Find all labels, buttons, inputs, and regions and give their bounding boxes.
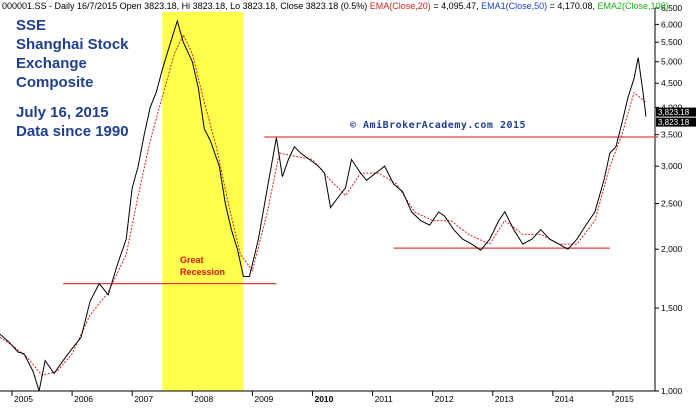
y-tick-label: 2,000 (661, 244, 683, 254)
y-tick-label: 4,000 (661, 102, 683, 112)
x-tick-label: 2009 (254, 394, 273, 404)
date-caption: July 16, 2015 Data since 1990 (16, 103, 129, 141)
x-tick-label: 2007 (134, 394, 153, 404)
y-tick-label: 3,500 (661, 130, 683, 140)
date-line: July 16, 2015 (16, 104, 109, 121)
date-line: Data since 1990 (16, 123, 129, 140)
chart-title: SSE Shanghai Stock Exchange Composite (16, 16, 129, 92)
last-price-labels: 3,823.183,823.18 (656, 107, 696, 127)
x-tick-label: 2013 (495, 394, 514, 404)
x-tick-label: 2012 (435, 394, 454, 404)
x-tick-label: 2008 (194, 394, 213, 404)
last-price-box (656, 107, 696, 117)
ema100-label: EMA2(Close,100) (597, 1, 669, 11)
last-price-box (656, 117, 696, 127)
x-tick-label: 2010 (314, 394, 333, 404)
x-tick-label: 2011 (375, 394, 394, 404)
x-tick-label: 2015 (615, 394, 634, 404)
series-price-line (0, 19, 647, 392)
title-line: Composite (16, 74, 94, 91)
chart-header: 000001.SS - Daily 16/7/2015 Open 3823.18… (2, 1, 669, 11)
y-tick-label: 5,500 (661, 37, 683, 47)
y-tick-label: 2,500 (661, 199, 683, 209)
x-tick-label: 2006 (74, 394, 93, 404)
chart-grid (0, 8, 656, 392)
y-tick-label: 4,500 (661, 78, 683, 88)
title-line: Exchange (16, 55, 87, 72)
watermark: © AmiBrokerAcademy.com 2015 (350, 120, 527, 131)
last-price-label: 3,823.18 (658, 108, 690, 117)
series-ema-line (0, 33, 647, 376)
great-recession-annotation: Great Recession (180, 254, 225, 278)
y-tick-label: 5,000 (661, 57, 683, 67)
support-lines (63, 136, 659, 285)
title-line: SSE (16, 17, 47, 34)
highlight-band (162, 12, 244, 391)
ema20-value: = 4,095.47, (430, 1, 479, 11)
y-tick-label: 1,000 (661, 386, 683, 396)
ema20-label: EMA(Close,20) (369, 1, 431, 11)
annotation-line: Great (180, 255, 204, 265)
x-tick-label: 2005 (14, 394, 33, 404)
y-axis: 6,500 6,000 5,500 5,000 4,500 4,000 3,500 3,000… (655, 3, 683, 396)
y-tick-label: 6,500 (661, 3, 683, 13)
y-tick-label: 3,000 (661, 161, 683, 171)
annotation-line: Recession (180, 267, 226, 277)
last-price-label: 3,823.18 (658, 118, 690, 127)
x-tick-label: 2014 (555, 394, 574, 404)
x-axis: 2005 2006 2007 2008 2009 2010 2011 2012 2013 2014… (11, 391, 634, 404)
y-tick-label: 6,000 (661, 19, 683, 29)
title-line: Shanghai Stock (16, 36, 129, 53)
ticker-line: 000001.SS - Daily 16/7/2015 Open 3823.18… (2, 1, 368, 11)
y-tick-label: 1,500 (661, 303, 683, 313)
ema50-value: = 4,170.08, (547, 1, 595, 11)
ema50-label: EMA1(Close,50) (481, 1, 548, 11)
